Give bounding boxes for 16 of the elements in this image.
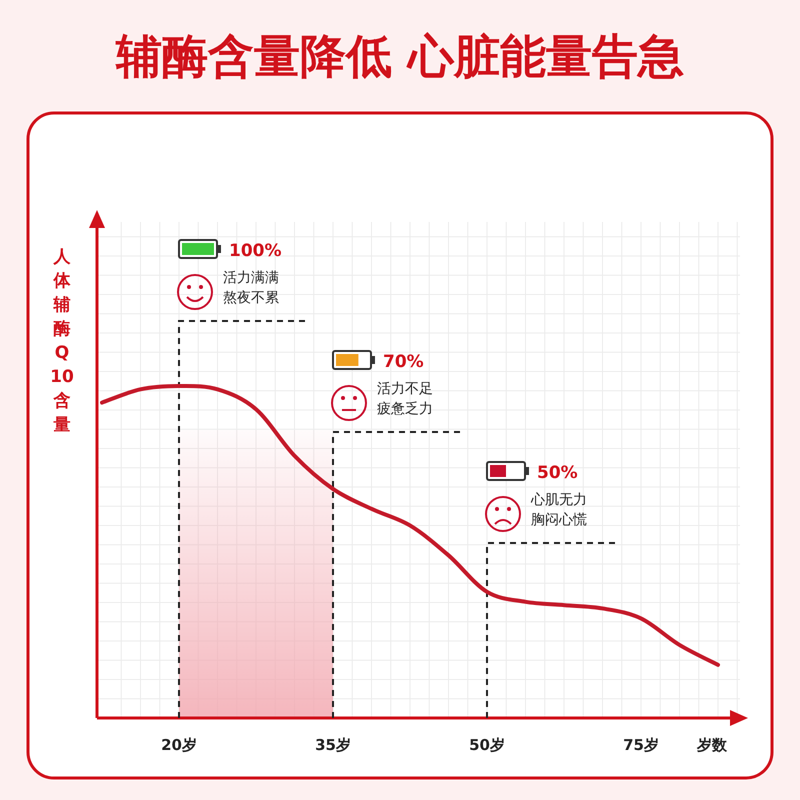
text: 熬夜不累 <box>223 290 279 306</box>
annotation: 50% <box>537 463 578 483</box>
annotation: 活力不足 <box>377 381 433 397</box>
x-tick-label: 35岁 <box>315 736 351 754</box>
text: 活力满满 <box>223 270 279 286</box>
y-axis-title: 人体辅酶Q10含量 <box>50 247 74 435</box>
annotation: 心肌无力 <box>530 492 587 508</box>
x-tick-label: 75岁 <box>623 736 659 754</box>
chart-title: 辅酶含量降低 心脏能量告急 <box>114 29 684 83</box>
annotation: 胸闷心慌 <box>531 512 587 528</box>
annotation: 疲惫乏力 <box>377 401 433 417</box>
text: 100% <box>229 241 282 261</box>
text: 70% <box>383 352 424 372</box>
x-tick-label: 50岁 <box>469 736 505 754</box>
x-tick-label: 20岁 <box>161 736 197 754</box>
x-axis-title: 岁数 <box>696 736 728 754</box>
